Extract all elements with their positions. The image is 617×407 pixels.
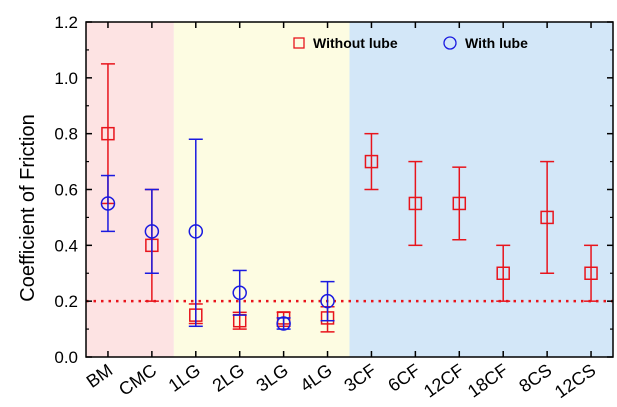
x-tick-label-BM: BM [83, 360, 117, 392]
x-tick-label-12CF: 12CF [420, 360, 468, 402]
x-tick-label-CMC: CMC [115, 360, 160, 400]
y-tick-label: 0.4 [54, 236, 78, 255]
y-tick-label: 0.8 [54, 125, 78, 144]
square-marker-8CS [540, 210, 554, 225]
data-series [100, 63, 599, 333]
square-marker-BM [101, 126, 115, 141]
circle-marker-3LG [276, 316, 291, 331]
legend-label-without-lube: Without lube [313, 35, 398, 51]
square-marker-18CF [496, 266, 510, 280]
legend-circle-marker [443, 36, 457, 50]
background-regions [86, 22, 613, 357]
x-tick-label-6CF: 6CF [384, 360, 423, 396]
x-tick-label-1LG: 1LG [165, 360, 204, 396]
legend-label-with-lube: With lube [465, 35, 528, 51]
y-tick-label: 0.2 [54, 292, 78, 311]
y-tick-label: 0.0 [54, 348, 78, 367]
y-tick-label: 1.2 [54, 13, 78, 32]
region-0 [86, 22, 174, 357]
y-tick-label: 0.6 [54, 181, 78, 200]
circle-marker-BM [100, 196, 116, 211]
region-2 [349, 22, 613, 357]
circle-marker-1LG [188, 224, 204, 239]
legend-square-marker [293, 37, 305, 49]
x-tick-label-4LG: 4LG [296, 360, 335, 396]
circle-marker-CMC [144, 224, 160, 239]
square-marker-12CS [584, 266, 598, 280]
x-tick-label-3CF: 3CF [340, 360, 379, 396]
x-tick-label-18CF: 18CF [464, 360, 512, 402]
x-tick-label-8CS: 8CS [515, 360, 555, 396]
x-tick-label-2LG: 2LG [209, 360, 248, 396]
y-axis-label: Coefficient of Friction [17, 114, 39, 302]
x-tick-label-12CS: 12CS [551, 360, 599, 402]
legend: Without lube With lube [293, 35, 528, 51]
circle-marker-4LG [320, 293, 335, 309]
y-tick-label: 1.0 [54, 69, 78, 88]
y-axis-ticks: 0.0 0.2 0.4 0.6 0.8 1.0 1.2 [54, 13, 613, 367]
series-with-lube [100, 138, 335, 331]
circle-marker-2LG [232, 285, 247, 301]
square-marker-6CF [408, 196, 423, 211]
square-marker-3CF [364, 154, 379, 169]
square-marker-12CF [452, 196, 467, 211]
x-tick-label-3LG: 3LG [253, 360, 292, 396]
